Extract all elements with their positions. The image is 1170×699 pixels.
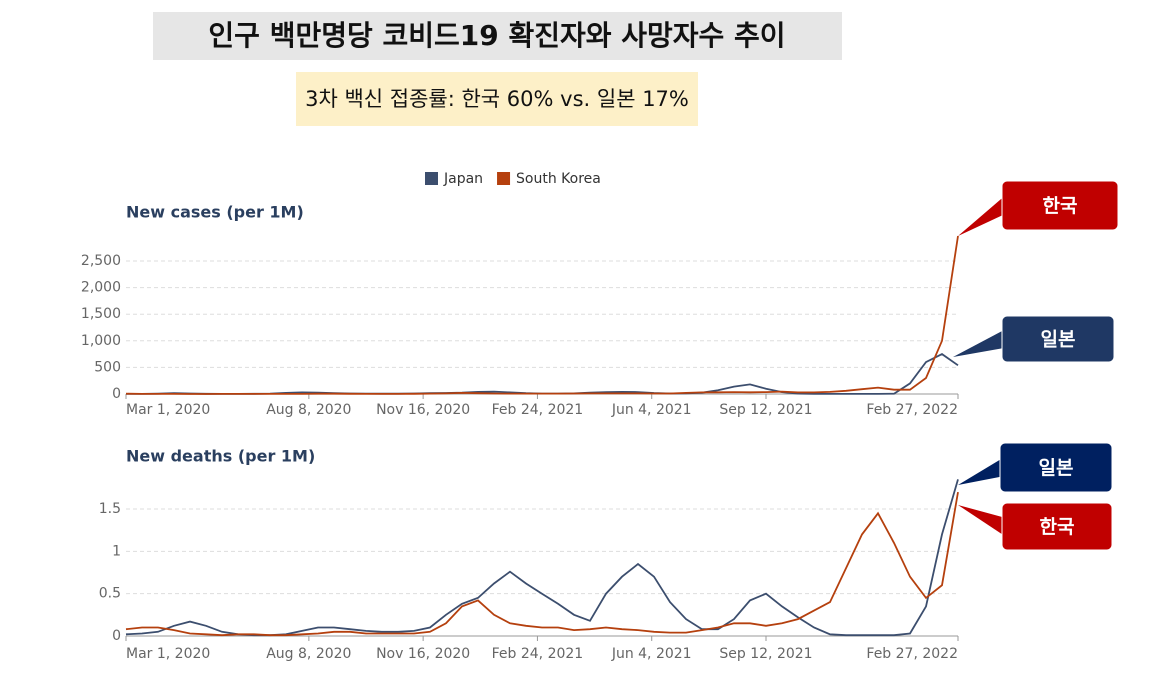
callout-box: [1001, 502, 1113, 551]
series-line: [125, 479, 959, 637]
x-tick-label: Mar 1, 2020: [126, 646, 210, 662]
callout-label: 한국: [1040, 516, 1075, 538]
y-tick-label: 1,500: [81, 306, 121, 322]
callout-box: [1001, 180, 1119, 231]
title-box: [153, 12, 842, 60]
x-tick-label: Sep 12, 2021: [719, 402, 812, 418]
callout-label: 일본: [1041, 329, 1076, 351]
y-tick-label: 1.5: [99, 501, 121, 517]
series-line: [125, 235, 959, 395]
y-tick-label: 1,000: [81, 333, 121, 349]
y-tick-label: 0: [112, 628, 121, 644]
x-tick-label: Sep 12, 2021: [719, 646, 812, 662]
callout-label: 일본: [1039, 457, 1074, 479]
y-tick-label: 2,500: [81, 253, 121, 269]
y-tick-label: 0: [112, 386, 121, 402]
callout-box: [1001, 315, 1115, 363]
x-tick-label: Feb 24, 2021: [492, 402, 584, 418]
legend-label: Japan: [443, 171, 483, 187]
y-tick-label: 2,000: [81, 280, 121, 296]
callout-label: 한국: [1043, 195, 1078, 217]
x-tick-label: Jun 4, 2021: [611, 646, 692, 662]
legend-swatch: [497, 172, 511, 185]
x-tick-label: Aug 8, 2020: [266, 646, 351, 662]
callout-box: [999, 442, 1113, 493]
legend-label: South Korea: [516, 171, 601, 187]
x-tick-label: Feb 24, 2021: [492, 646, 584, 662]
y-tick-label: 0.5: [99, 586, 121, 602]
y-tick-label: 1: [112, 543, 121, 559]
callout-pointer: [958, 458, 1002, 485]
callout-pointer: [958, 505, 1004, 536]
callout-pointer: [958, 196, 1004, 236]
subtitle: 3차 백신 접종률: 한국 60% vs. 일본 17%: [305, 87, 689, 111]
x-tick-label: Nov 16, 2020: [376, 402, 470, 418]
x-tick-label: Mar 1, 2020: [126, 402, 210, 418]
y-tick-label: 500: [94, 359, 121, 375]
x-tick-label: Nov 16, 2020: [376, 646, 470, 662]
legend-swatch: [425, 172, 438, 185]
chart-title: New cases (per 1M): [126, 203, 304, 222]
page-title: 인구 백만명당 코비드19 확진자와 사망자수 추이: [208, 19, 785, 52]
series-line: [126, 353, 959, 395]
x-tick-label: Feb 27, 2022: [866, 402, 958, 418]
x-tick-label: Feb 27, 2022: [866, 646, 958, 662]
subtitle-box: [296, 72, 698, 126]
series-line: [125, 491, 959, 637]
chart-title: New deaths (per 1M): [126, 447, 315, 466]
callout-pointer: [953, 330, 1004, 357]
x-tick-label: Jun 4, 2021: [611, 402, 692, 418]
x-tick-label: Aug 8, 2020: [266, 402, 351, 418]
